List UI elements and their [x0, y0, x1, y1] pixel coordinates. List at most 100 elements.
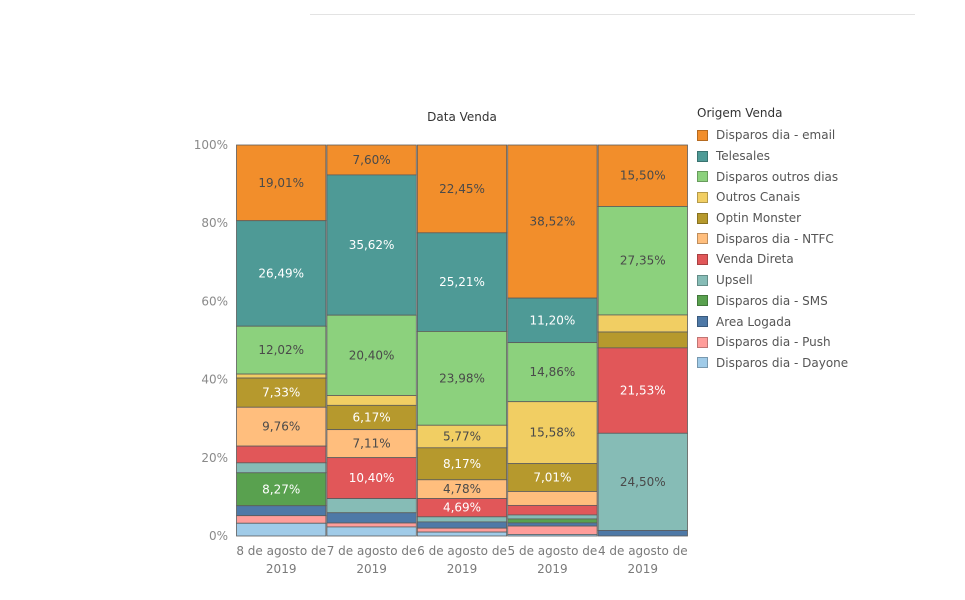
bar-value-label: 14,86%: [530, 365, 576, 379]
y-tick-label: 40%: [201, 373, 228, 387]
legend-item[interactable]: Telesales: [697, 146, 957, 167]
bar-segment[interactable]: [507, 463, 598, 492]
bar-value-label: 23,98%: [439, 371, 485, 385]
legend-item[interactable]: Upsell: [697, 270, 957, 291]
legend-item[interactable]: Disparos dia - SMS: [697, 291, 957, 312]
bar-value-label: 8,17%: [443, 457, 481, 471]
bar-segment[interactable]: [507, 297, 598, 344]
chart-title: Data Venda: [427, 110, 497, 124]
bar-segment[interactable]: [236, 522, 327, 537]
bar-value-label: 11,20%: [530, 313, 576, 327]
legend-item[interactable]: Optin Monster: [697, 208, 957, 229]
bar-segment[interactable]: [236, 377, 327, 408]
bar-segment[interactable]: [236, 462, 327, 474]
bar-segment[interactable]: [416, 144, 508, 234]
bar-segment[interactable]: [416, 331, 508, 426]
bar-segment[interactable]: [236, 445, 327, 464]
bar-value-label: 5,77%: [443, 430, 481, 444]
legend-swatch: [697, 150, 708, 162]
legend-label: Telesales: [716, 149, 770, 164]
legend-swatch: [697, 129, 708, 141]
y-tick-label: 80%: [201, 216, 228, 230]
bar-segment[interactable]: [326, 522, 417, 528]
legend-swatch: [697, 253, 708, 265]
legend-label: Area Logada: [716, 314, 792, 329]
legend-swatch: [697, 357, 708, 369]
bar-segment[interactable]: [326, 144, 417, 176]
bar-segment[interactable]: [507, 504, 598, 516]
bar-segment[interactable]: [326, 174, 417, 316]
bar-segment[interactable]: [236, 325, 327, 375]
legend-item[interactable]: Disparos dia - NTFC: [697, 228, 957, 249]
legend-swatch: [697, 336, 708, 348]
bar-segment[interactable]: [507, 514, 598, 520]
bar-segment[interactable]: [236, 373, 327, 379]
bar-segment[interactable]: [597, 432, 688, 531]
bar-value-label: 15,58%: [530, 426, 576, 440]
legend-item[interactable]: Outros Canais: [697, 187, 957, 208]
bar-segment[interactable]: [507, 522, 598, 527]
bar-segment[interactable]: [507, 518, 598, 524]
bar-segment[interactable]: [236, 505, 327, 517]
bar-segment[interactable]: [597, 206, 688, 316]
bar-value-label: 24,50%: [620, 475, 666, 489]
legend-label: Disparos dia - Push: [716, 335, 831, 350]
bar-segment[interactable]: [597, 314, 688, 333]
bar-segment[interactable]: [416, 531, 508, 537]
legend-item[interactable]: Disparos dia - Push: [697, 332, 957, 353]
bar-segment[interactable]: [326, 429, 417, 459]
bar-segment[interactable]: [507, 491, 598, 506]
x-tick-label: 4 de agosto de: [598, 544, 688, 558]
x-tick-label: 7 de agosto de: [327, 544, 417, 558]
bar-value-label: 20,40%: [349, 348, 395, 362]
legend-item[interactable]: Disparos outros dias: [697, 166, 957, 187]
bar-segment[interactable]: [236, 220, 327, 327]
bar-segment[interactable]: [416, 516, 508, 523]
x-tick-label: 2019: [628, 562, 659, 576]
legend-item[interactable]: Area Logada: [697, 311, 957, 332]
legend-label: Outros Canais: [716, 190, 801, 205]
bar-segment[interactable]: [326, 512, 417, 524]
bar-value-label: 15,50%: [620, 169, 666, 183]
bar-segment[interactable]: [597, 530, 688, 537]
x-tick-label: 2019: [537, 562, 568, 576]
bar-segment[interactable]: [326, 457, 417, 499]
legend: Origem Venda Disparos dia - email Telesal…: [697, 106, 957, 373]
legend-label: Disparos dia - SMS: [716, 293, 828, 308]
bar-segment[interactable]: [507, 342, 598, 403]
legend-item[interactable]: Disparos dia - Dayone: [697, 353, 957, 374]
x-tick-label: 8 de agosto de: [236, 544, 326, 558]
bar-value-label: 25,21%: [439, 275, 485, 289]
top-divider: [310, 14, 915, 15]
bar-segment[interactable]: [326, 314, 417, 396]
legend-item[interactable]: Venda Direta: [697, 249, 957, 270]
legend-label: Disparos dia - Dayone: [716, 355, 849, 370]
bar-value-label: 38,52%: [530, 215, 576, 229]
legend-label: Upsell: [716, 273, 753, 288]
bar-value-label: 19,01%: [258, 176, 304, 190]
bar-segment[interactable]: [597, 331, 688, 349]
legend-swatch: [697, 295, 708, 307]
bar-segment[interactable]: [507, 534, 598, 537]
bar-value-label: 21,53%: [620, 384, 666, 398]
legend-swatch: [697, 191, 708, 203]
bar-segment[interactable]: [416, 521, 508, 529]
bar-segment[interactable]: [416, 447, 508, 481]
bar-segment[interactable]: [416, 232, 508, 332]
bar-value-label: 35,62%: [349, 238, 395, 252]
bar-segment[interactable]: [236, 515, 327, 524]
bar-segment[interactable]: [326, 404, 417, 431]
bar-value-label: 9,76%: [262, 420, 300, 434]
y-tick-label: 60%: [201, 294, 228, 308]
y-tick-label: 20%: [201, 451, 228, 465]
bar-segment[interactable]: [326, 498, 417, 514]
bar-segment[interactable]: [326, 526, 417, 537]
legend-label: Disparos outros dias: [716, 169, 839, 184]
bar-value-label: 7,60%: [353, 153, 391, 167]
x-tick-label: 2019: [356, 562, 387, 576]
bar-segment[interactable]: [416, 527, 508, 533]
bar-segment[interactable]: [326, 395, 417, 406]
bar-segment[interactable]: [507, 525, 598, 535]
legend-item[interactable]: Disparos dia - email: [697, 125, 957, 146]
